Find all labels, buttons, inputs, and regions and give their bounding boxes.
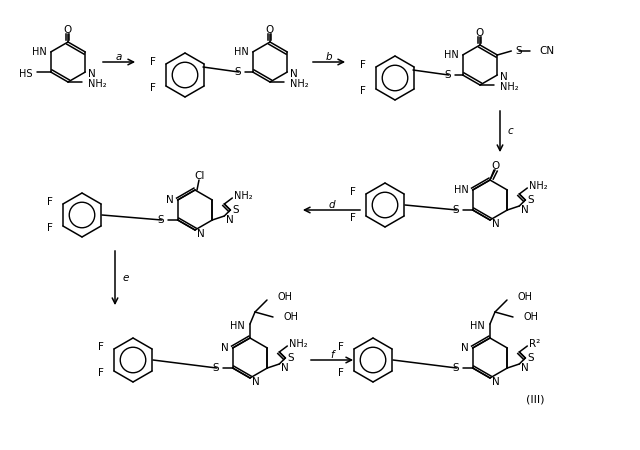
Text: HN: HN: [444, 50, 459, 60]
Text: (III): (III): [526, 395, 545, 405]
Text: S: S: [527, 195, 534, 205]
Text: O: O: [476, 28, 484, 38]
Text: f: f: [330, 350, 334, 360]
Text: F: F: [350, 187, 356, 197]
Text: F: F: [360, 86, 366, 96]
Text: R²: R²: [529, 339, 541, 349]
Text: OH: OH: [283, 312, 298, 322]
Text: N: N: [227, 215, 234, 225]
Text: O: O: [64, 25, 72, 35]
Text: NH₂: NH₂: [234, 191, 253, 201]
Text: S: S: [212, 363, 219, 373]
Text: N: N: [500, 72, 508, 82]
Text: HN: HN: [454, 185, 468, 195]
Text: F: F: [47, 223, 53, 233]
Text: S: S: [287, 353, 294, 363]
Text: F: F: [338, 342, 344, 352]
Text: S: S: [234, 67, 241, 77]
Text: HN: HN: [32, 47, 47, 57]
Text: OH: OH: [523, 312, 538, 322]
Text: S: S: [232, 205, 239, 215]
Text: a: a: [116, 52, 122, 62]
Text: N: N: [221, 343, 228, 353]
Text: HN: HN: [230, 321, 245, 331]
Text: c: c: [508, 126, 514, 136]
Text: NH₂: NH₂: [289, 339, 308, 349]
Text: F: F: [98, 368, 104, 378]
Text: OH: OH: [517, 292, 532, 302]
Text: HS: HS: [19, 69, 33, 79]
Text: S: S: [452, 205, 459, 215]
Text: S: S: [157, 215, 164, 225]
Text: N: N: [88, 69, 96, 79]
Text: b: b: [326, 52, 332, 62]
Text: N: N: [522, 205, 529, 215]
Text: N: N: [461, 343, 468, 353]
Text: F: F: [350, 213, 356, 223]
Text: CN: CN: [540, 46, 554, 56]
Text: OH: OH: [277, 292, 292, 302]
Text: F: F: [150, 83, 156, 93]
Text: N: N: [252, 377, 260, 387]
Text: NH₂: NH₂: [290, 79, 308, 89]
Text: S: S: [444, 70, 451, 80]
Text: O: O: [491, 161, 499, 171]
Text: N: N: [291, 69, 298, 79]
Text: N: N: [522, 363, 529, 373]
Text: Cl: Cl: [195, 171, 205, 181]
Text: HN: HN: [470, 321, 485, 331]
Text: S: S: [452, 363, 459, 373]
Text: S: S: [527, 353, 534, 363]
Text: S: S: [515, 46, 522, 56]
Text: F: F: [98, 342, 104, 352]
Text: N: N: [492, 377, 500, 387]
Text: N: N: [197, 229, 205, 239]
Text: F: F: [360, 60, 366, 70]
Text: N: N: [166, 195, 173, 205]
Text: d: d: [328, 200, 335, 210]
Text: O: O: [266, 25, 274, 35]
Text: HN: HN: [234, 47, 249, 57]
Text: F: F: [338, 368, 344, 378]
Text: NH₂: NH₂: [500, 82, 518, 92]
Text: F: F: [150, 57, 156, 67]
Text: N: N: [492, 219, 500, 229]
Text: F: F: [47, 197, 53, 207]
Text: NH₂: NH₂: [529, 181, 548, 191]
Text: N: N: [282, 363, 289, 373]
Text: NH₂: NH₂: [88, 79, 107, 89]
Text: e: e: [123, 273, 129, 283]
